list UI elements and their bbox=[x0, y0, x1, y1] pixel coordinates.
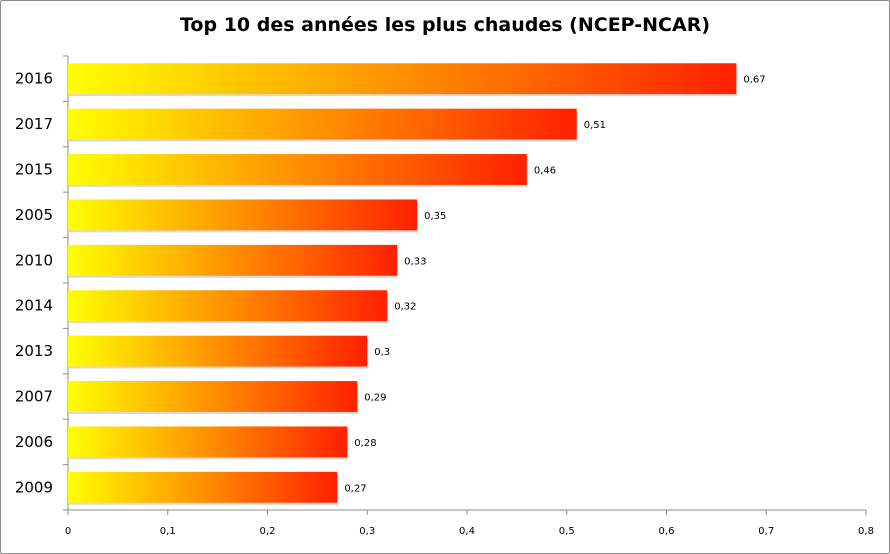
category-label: 2016 bbox=[15, 70, 53, 88]
x-tick-label: 0 bbox=[65, 526, 71, 537]
category-label: 2017 bbox=[15, 115, 53, 133]
x-tick-label: 0,7 bbox=[758, 526, 774, 537]
data-label: 0,32 bbox=[394, 302, 416, 313]
category-label: 2010 bbox=[15, 251, 53, 269]
category-label: 2007 bbox=[15, 388, 53, 406]
x-tick-label: 0,4 bbox=[459, 526, 475, 537]
category-label: 2005 bbox=[15, 206, 53, 224]
data-label: 0,29 bbox=[364, 393, 386, 404]
x-tick-label: 0,5 bbox=[559, 526, 575, 537]
x-tick-label: 0,6 bbox=[659, 526, 675, 537]
data-label: 0,27 bbox=[344, 483, 366, 494]
category-label: 2015 bbox=[15, 161, 53, 179]
bar bbox=[68, 335, 368, 367]
bar bbox=[68, 290, 388, 322]
data-label: 0,33 bbox=[404, 256, 426, 267]
bar bbox=[68, 154, 527, 185]
x-tick-label: 0,8 bbox=[858, 526, 874, 537]
category-label: 2009 bbox=[15, 478, 53, 496]
category-label: 2006 bbox=[15, 433, 53, 451]
bar bbox=[68, 108, 577, 140]
bar bbox=[68, 244, 398, 276]
bar bbox=[68, 199, 418, 231]
x-tick-label: 0,2 bbox=[260, 526, 276, 537]
bar bbox=[68, 426, 348, 458]
bar bbox=[68, 471, 338, 503]
data-label: 0,51 bbox=[584, 120, 606, 131]
category-label: 2013 bbox=[15, 342, 53, 360]
x-tick-label: 0,1 bbox=[160, 526, 176, 537]
bar bbox=[68, 381, 358, 412]
data-label: 0,67 bbox=[743, 75, 765, 86]
category-label: 2014 bbox=[15, 297, 53, 315]
data-label: 0,46 bbox=[534, 166, 556, 177]
bar bbox=[68, 63, 737, 95]
x-tick-label: 0,3 bbox=[359, 526, 375, 537]
data-label: 0,35 bbox=[424, 211, 446, 222]
data-label: 0,3 bbox=[374, 347, 390, 358]
data-label: 0,28 bbox=[354, 438, 376, 449]
chart-title: Top 10 des années les plus chaudes (NCEP… bbox=[179, 14, 711, 36]
